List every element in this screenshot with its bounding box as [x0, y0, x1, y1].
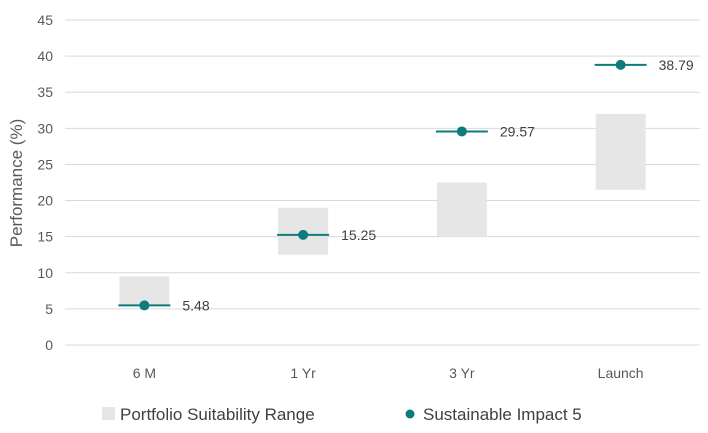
range-bar [436, 182, 487, 237]
y-tick-label: 15 [37, 229, 53, 245]
y-axis-ticks: 0 5 10 15 20 25 30 35 40 45 [37, 12, 53, 353]
x-tick-label: 3 Yr [449, 365, 475, 381]
x-tick-label: 6 M [133, 365, 156, 381]
y-tick-label: 20 [37, 193, 53, 209]
gridlines [65, 19, 700, 346]
y-tick-label: 30 [37, 120, 53, 136]
legend-swatch-point [405, 409, 415, 419]
range-bar [595, 113, 646, 190]
data-point [615, 59, 626, 70]
data-point [456, 126, 467, 137]
data-label: 5.48 [182, 297, 209, 313]
x-axis-ticks: 6 M 1 Yr 3 Yr Launch [133, 365, 644, 381]
data-label: 15.25 [341, 227, 376, 243]
y-tick-label: 40 [37, 48, 53, 64]
x-tick-label: 1 Yr [290, 365, 316, 381]
data-point [298, 229, 309, 240]
y-axis-title: Performance (%) [7, 119, 26, 247]
legend-label-point: Sustainable Impact 5 [423, 405, 582, 424]
y-tick-label: 45 [37, 12, 53, 28]
data-label: 29.57 [500, 123, 535, 139]
y-tick-label: 25 [37, 156, 53, 172]
data-point [139, 300, 150, 311]
legend-label-range: Portfolio Suitability Range [120, 405, 315, 424]
legend: Portfolio Suitability Range Sustainable … [102, 405, 582, 424]
data-label: 38.79 [659, 57, 694, 73]
y-tick-label: 0 [45, 337, 53, 353]
y-tick-label: 10 [37, 265, 53, 281]
data-points: 5.48 15.25 29.57 38.79 [118, 57, 694, 313]
y-tick-label: 5 [45, 301, 53, 317]
y-tick-label: 35 [37, 84, 53, 100]
range-bars [119, 113, 646, 306]
x-tick-label: Launch [598, 365, 644, 381]
legend-swatch-range [102, 407, 115, 420]
